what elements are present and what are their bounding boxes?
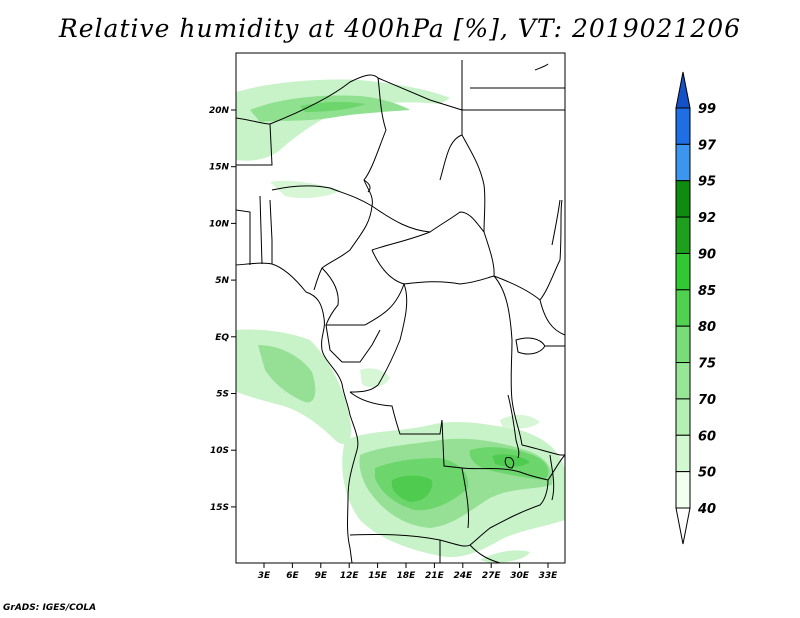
colorbar-label: 99	[698, 102, 716, 117]
lake-tanganyika	[507, 394, 520, 459]
colorbar-label: 80	[698, 320, 716, 335]
border-car-south	[371, 249, 495, 285]
border-libya	[377, 77, 463, 111]
longitude-axis: 3E 6E 9E 12E 15E 18E 21E 24E 27E 30E 33E	[258, 563, 558, 581]
border-angola-south	[349, 534, 471, 547]
lake-mweru	[504, 457, 515, 469]
border-niger-chad	[363, 129, 387, 207]
colorbar-label: 90	[698, 247, 716, 262]
lat-tick-label: 5S	[216, 390, 229, 400]
colorbar-label: 70	[698, 393, 716, 408]
border-angola-north	[349, 391, 443, 435]
grads-credit: GrADS: IGES/COLA	[3, 603, 97, 613]
lon-tick-label: 27E	[482, 571, 502, 581]
latitude-axis: 20N 15N 10N 5N EQ 5S 10S 15S	[209, 106, 236, 513]
colorbar-box	[675, 434, 691, 473]
colorbar-box	[675, 398, 691, 436]
border-tanzania	[521, 444, 565, 456]
border-nigeria-east	[313, 205, 373, 291]
lon-tick-label: 9E	[315, 571, 328, 581]
border-cameroon	[321, 267, 365, 326]
border-zambia	[461, 467, 549, 546]
border-chad-sudan	[439, 60, 463, 181]
border-benin	[269, 199, 273, 264]
colorbar-box	[675, 216, 691, 254]
humidity-shading	[236, 79, 565, 563]
colorbar-box	[675, 107, 691, 145]
border-congo	[349, 282, 408, 393]
colorbar-box	[675, 471, 691, 509]
border-chad-car	[371, 205, 485, 233]
lat-tick-label: 20N	[209, 106, 230, 116]
lon-tick-label: 21E	[425, 571, 445, 581]
colorbar-box	[675, 252, 691, 291]
lon-tick-label: 12E	[340, 571, 360, 581]
colorbar-label: 95	[698, 175, 716, 190]
lat-tick-label: 15N	[209, 163, 230, 173]
border-ethiopia	[539, 299, 565, 336]
border-west	[236, 209, 251, 265]
lat-tick-label: 10N	[209, 219, 230, 229]
border-sudan	[461, 134, 541, 301]
map-frame	[235, 52, 566, 564]
lat-tick-label: 15S	[210, 503, 229, 513]
colorbar: 99 97 95 92 90 85 80 75 70 60 50 40	[675, 71, 717, 545]
lon-tick-label: 33E	[539, 571, 559, 581]
colorbar-bottom-arrow	[675, 507, 691, 545]
border-mozambique	[547, 454, 565, 481]
lat-tick-label: 5N	[215, 276, 229, 286]
colorbar-label: 85	[698, 284, 716, 299]
lon-tick-label: 3E	[258, 571, 271, 581]
colorbar-box	[675, 143, 691, 182]
red-sea-coast	[534, 63, 561, 246]
colorbar-label: 40	[697, 502, 716, 517]
border-niger-algeria	[269, 74, 387, 131]
coastline-west-africa	[236, 262, 359, 563]
border-egypt-sudan	[462, 87, 565, 111]
lake-victoria	[515, 337, 546, 355]
colorbar-box	[675, 325, 691, 364]
border-botswana	[469, 544, 501, 563]
lon-tick-label: 30E	[510, 571, 530, 581]
colorbar-box	[675, 362, 691, 400]
humidity-band-north-inner	[300, 101, 365, 112]
border-drc-east	[493, 275, 523, 446]
border-car-north	[371, 231, 431, 251]
border-lake-chad	[363, 179, 371, 193]
map-title: Relative humidity at 400hPa [%], VT: 201…	[58, 14, 742, 43]
colorbar-label: 50	[698, 466, 716, 481]
colorbar-label: 92	[698, 211, 716, 226]
lat-tick-label: EQ	[215, 333, 229, 343]
border-gabon	[325, 324, 381, 363]
lake-malawi	[549, 454, 555, 501]
country-borders	[236, 60, 565, 563]
colorbar-label: 60	[698, 429, 716, 444]
colorbar-box	[675, 289, 691, 327]
lon-tick-label: 18E	[397, 571, 417, 581]
colorbar-label: 97	[698, 138, 717, 153]
lon-tick-label: 24E	[453, 571, 473, 581]
lon-tick-label: 15E	[368, 571, 388, 581]
colorbar-top-arrow	[675, 71, 691, 109]
lon-tick-label: 6E	[286, 571, 299, 581]
lat-tick-label: 10S	[210, 446, 229, 456]
colorbar-label: 75	[698, 357, 716, 372]
border-east-coast	[539, 199, 563, 301]
border-nigeria-north	[271, 185, 373, 207]
colorbar-box	[675, 180, 691, 218]
border-togo	[259, 195, 263, 265]
